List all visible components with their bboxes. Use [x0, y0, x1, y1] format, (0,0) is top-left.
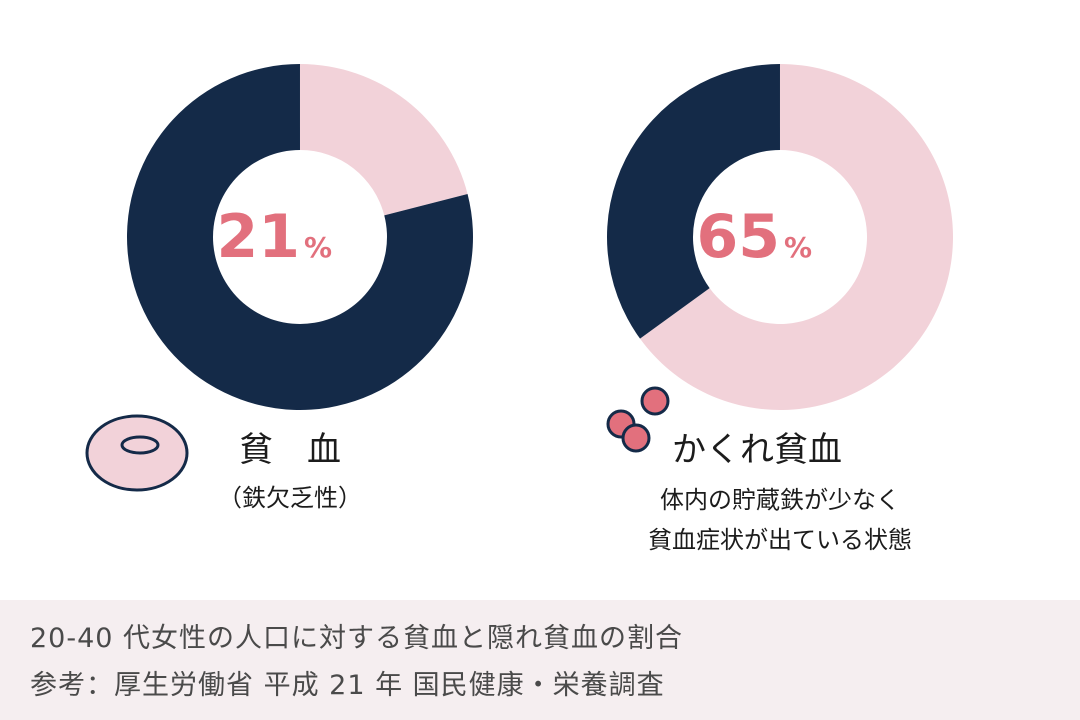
donut-1-sublabel: （鉄欠乏性）: [218, 484, 362, 512]
donut-1-other-slice: [126, 64, 473, 410]
donut-chart-hidden-anemia: [607, 64, 953, 411]
donut-1-label: 貧 血: [239, 430, 341, 470]
donut-1-highlight-slice: [300, 64, 468, 216]
donut-1-unit: %: [304, 231, 332, 264]
donut-2-unit: %: [784, 231, 812, 264]
charts-canvas: 21 % 65 %: [85, 64, 953, 492]
donut-2-sublabel-line-1: 体内の貯蔵鉄が少なく: [660, 486, 900, 514]
caption-title: 20-40 代女性の人口に対する貧血と隠れ貧血の割合: [30, 623, 684, 654]
footer-caption: 20-40 代女性の人口に対する貧血と隠れ貧血の割合 参考：厚生労働省 平成 2…: [0, 600, 1080, 720]
caption-source: 参考：厚生労働省 平成 21 年 国民健康・栄養調査: [30, 670, 665, 701]
small-blood-cells-icon: [606, 386, 670, 453]
donut-2-label: かくれ貧血: [672, 430, 842, 470]
donut-2-other-slice: [607, 64, 780, 339]
donut-2-value: 65: [697, 202, 781, 272]
donut-2-highlight-slice: [640, 64, 953, 411]
donut-1-value: 21: [217, 202, 301, 272]
red-blood-cell-icon: [85, 414, 189, 492]
donut-2-sublabel-line-2: 貧血症状が出ている状態: [648, 526, 912, 554]
donut-chart-anemia: [126, 64, 473, 410]
